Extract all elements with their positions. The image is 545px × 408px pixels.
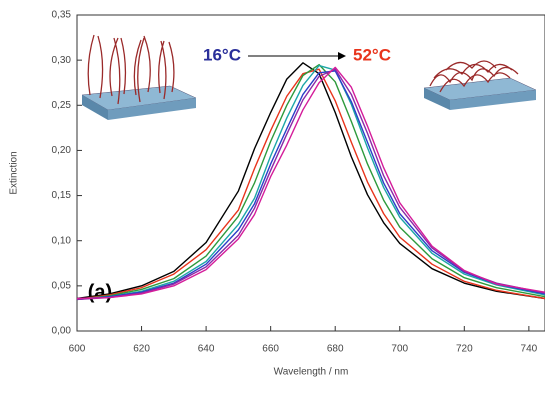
series-line (76, 68, 545, 301)
series-line (76, 64, 545, 301)
inset-left (81, 34, 197, 120)
plot-frame (76, 14, 545, 332)
y-tick-label: 0,25 (52, 100, 72, 111)
x-axis-label: Wavelength / nm (274, 367, 349, 378)
series-line (76, 66, 545, 300)
y-tick-label: 0,00 (52, 326, 72, 337)
series-line (76, 62, 545, 300)
x-tick-label: 620 (133, 344, 150, 355)
y-tick-label: 0,35 (52, 10, 72, 21)
x-tick-label: 680 (327, 344, 344, 355)
x-tick-label: 660 (262, 344, 279, 355)
series-line (76, 70, 545, 301)
annotation: (a) (88, 281, 112, 303)
y-tick-label: 0,20 (52, 145, 72, 156)
x-tick-label: 740 (521, 344, 538, 355)
arrow-head (338, 52, 346, 60)
x-tick-label: 700 (391, 344, 408, 355)
y-tick-label: 0,10 (52, 235, 72, 246)
y-tick-label: 0,15 (52, 190, 72, 201)
inset-right (423, 60, 537, 110)
series-line (76, 68, 545, 301)
annotation: 16°C (203, 45, 241, 64)
x-tick-label: 600 (69, 344, 86, 355)
y-tick-label: 0,05 (52, 280, 72, 291)
x-tick-label: 720 (456, 344, 473, 355)
annotation: 52°C (353, 45, 391, 64)
series-line (76, 63, 545, 301)
y-axis-label: Extinction (9, 151, 20, 194)
y-tick-label: 0,30 (52, 55, 72, 66)
x-tick-label: 640 (198, 344, 215, 355)
